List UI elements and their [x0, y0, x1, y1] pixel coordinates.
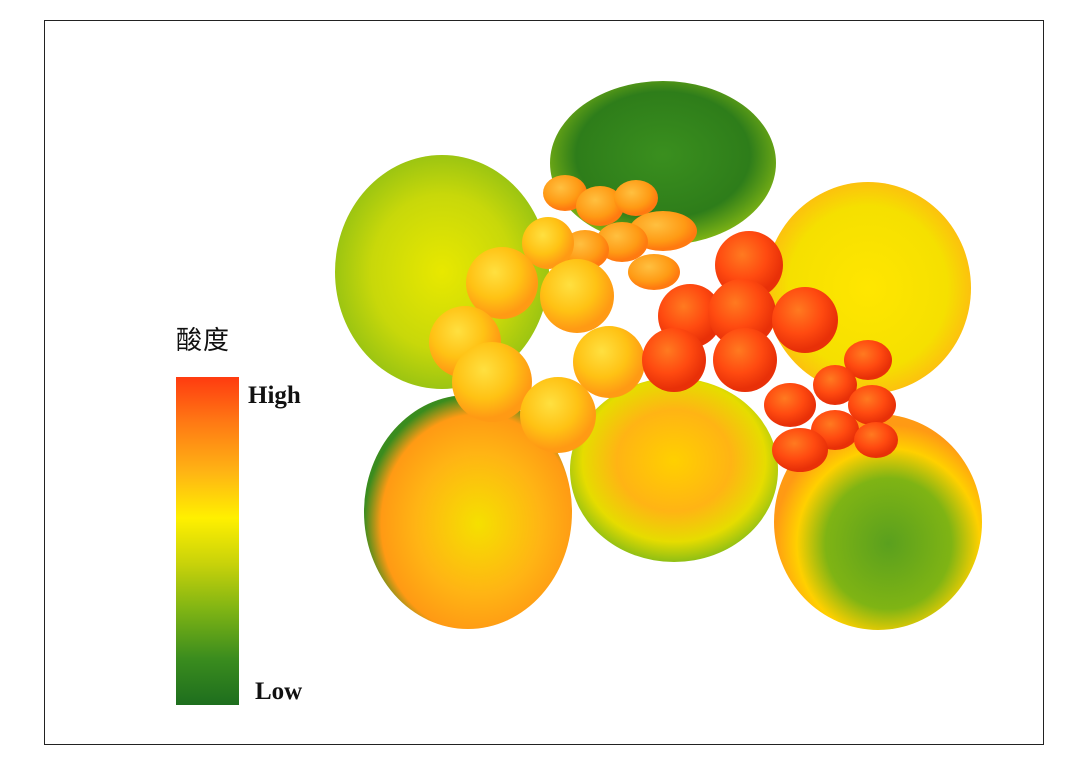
tomato-cluster-red [642, 231, 838, 392]
grape-cluster-orange [543, 175, 697, 290]
legend-title: 酸度 [176, 326, 231, 356]
colorbar-low-label: Low [255, 678, 303, 705]
acidity-colorbar [176, 377, 239, 705]
grape-cluster-red [764, 340, 898, 472]
citrus-cluster-orange [429, 217, 645, 453]
fruit-lower-right [774, 414, 982, 630]
fruit-bottom-center [570, 378, 778, 562]
fruit-lower-left [364, 395, 572, 629]
colorbar-high-label: High [248, 382, 301, 409]
